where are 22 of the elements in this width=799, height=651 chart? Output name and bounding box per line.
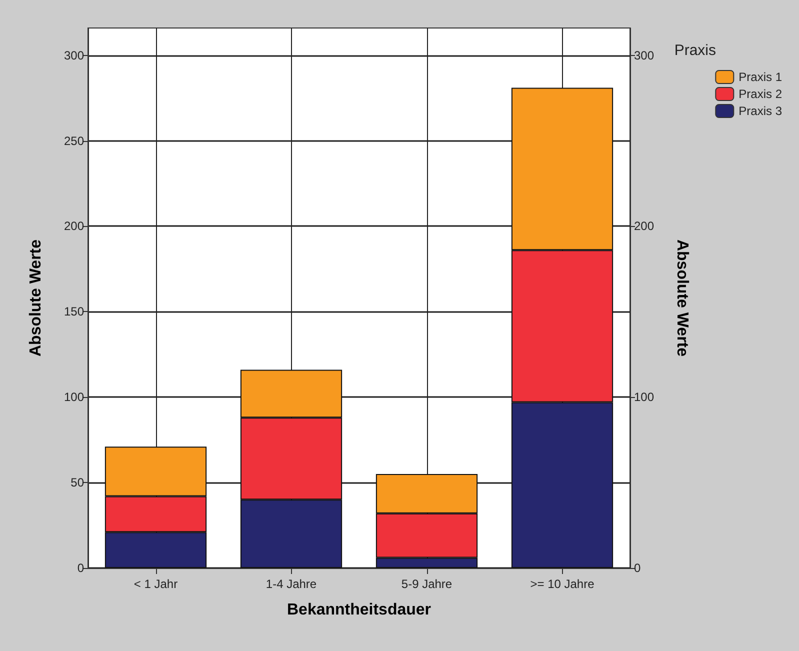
x-tick-label: 5-9 Jahre [401,577,452,591]
y2-tick-label: 100 [634,390,654,404]
y-tick-label: 300 [64,48,84,62]
y-tick-label: 200 [64,219,84,234]
y2-tick-label: 200 [634,219,654,234]
y-tick-label: 50 [70,476,84,490]
x-axis-title: Bekanntheitsdauer [286,602,432,618]
y-tick-label: 250 [64,134,84,148]
x-tick-label: < 1 Jahr [134,577,178,591]
legend-label: Praxis 1 [738,70,782,84]
y-tick-label: 150 [64,304,84,319]
legend-label: Praxis 3 [738,104,782,118]
y2-axis-title: Absolute Werte [674,239,690,357]
y-axis-title: Absolute Werte [28,239,44,357]
y-tick-label: 100 [64,390,84,404]
legend-title: Praxis [674,42,716,59]
legend-label: Praxis 2 [738,87,782,101]
y-tick-label: 0 [77,561,84,575]
y2-tick-label: 0 [634,561,641,575]
y2-tick-label: 300 [634,48,654,62]
x-tick-label: 1-4 Jahre [266,577,317,591]
x-tick-label: >= 10 Jahre [530,577,595,591]
